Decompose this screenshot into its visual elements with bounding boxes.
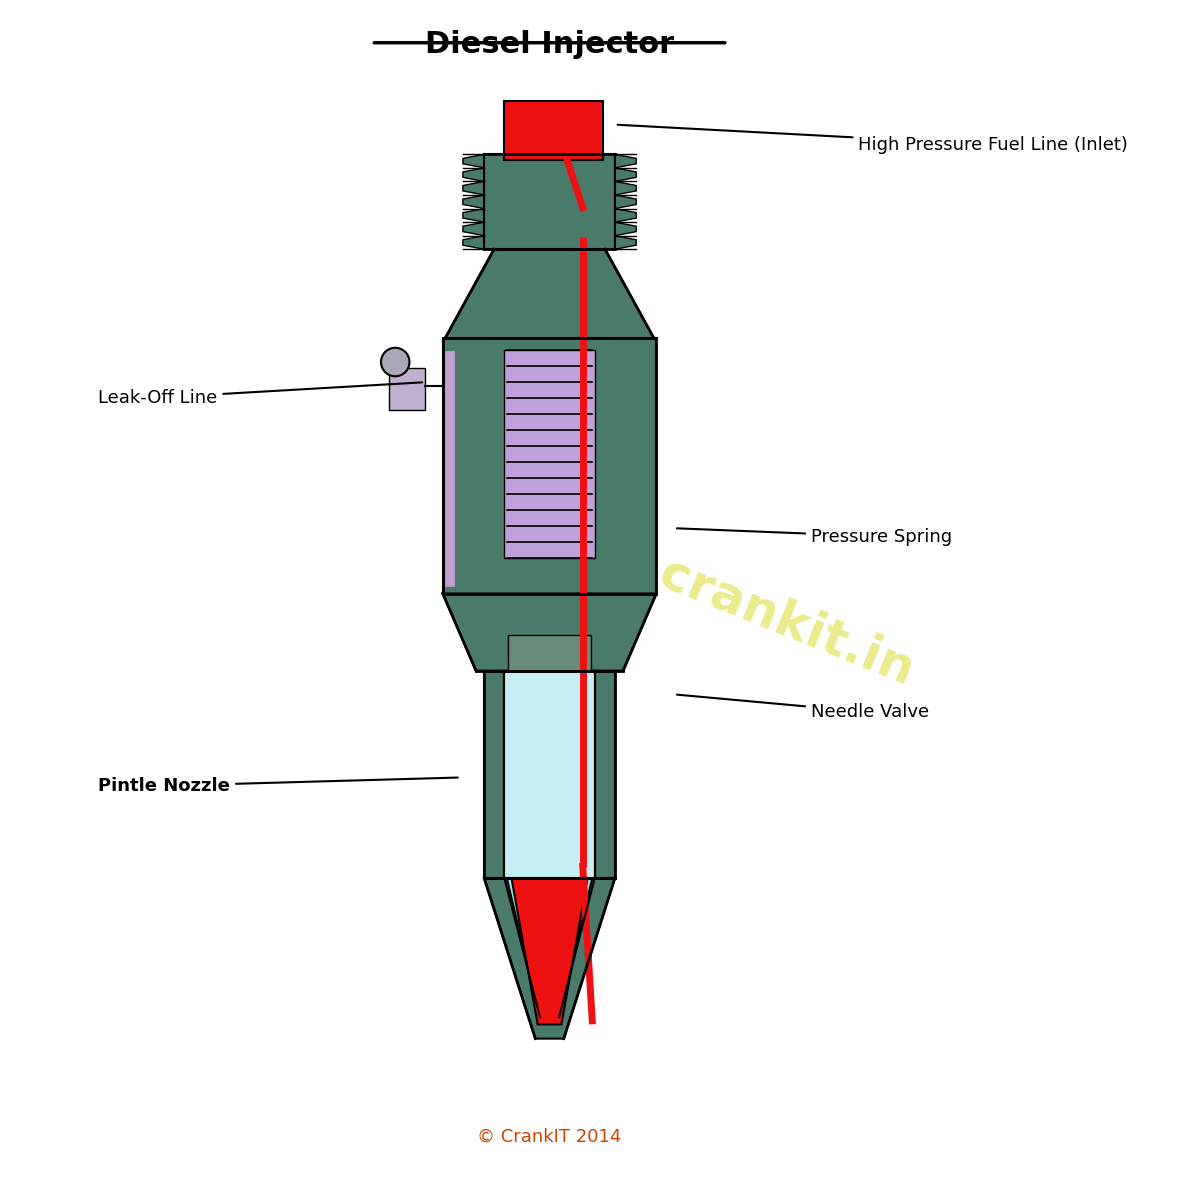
Text: Leak-Off Line: Leak-Off Line [98, 382, 422, 407]
Polygon shape [511, 878, 588, 1024]
Text: © CrankIT 2014: © CrankIT 2014 [478, 1128, 622, 1147]
Polygon shape [463, 167, 485, 182]
Polygon shape [463, 222, 485, 236]
Text: Pintle Nozzle: Pintle Nozzle [98, 776, 457, 795]
Polygon shape [614, 209, 636, 222]
Polygon shape [508, 635, 592, 671]
Polygon shape [485, 154, 614, 249]
Polygon shape [443, 594, 656, 671]
Text: High Pressure Fuel Line (Inlet): High Pressure Fuel Line (Inlet) [618, 125, 1128, 154]
Polygon shape [463, 182, 485, 195]
Polygon shape [485, 671, 504, 878]
Polygon shape [506, 878, 593, 1017]
Polygon shape [463, 154, 485, 167]
Polygon shape [614, 195, 636, 209]
Polygon shape [614, 167, 636, 182]
Polygon shape [614, 154, 636, 167]
Polygon shape [389, 368, 425, 410]
Polygon shape [614, 182, 636, 195]
Polygon shape [463, 236, 485, 249]
Circle shape [380, 348, 409, 376]
Text: Diesel Injector: Diesel Injector [425, 30, 674, 58]
Polygon shape [445, 249, 654, 338]
Polygon shape [504, 671, 595, 878]
Polygon shape [614, 222, 636, 236]
Text: www.crankit.in: www.crankit.in [510, 491, 922, 696]
Polygon shape [485, 878, 614, 1039]
Polygon shape [463, 195, 485, 209]
Text: Needle Valve: Needle Valve [677, 694, 929, 722]
Text: Pressure Spring: Pressure Spring [677, 527, 952, 546]
Polygon shape [504, 101, 602, 160]
Polygon shape [595, 671, 614, 878]
Polygon shape [504, 350, 595, 558]
Polygon shape [463, 209, 485, 222]
Polygon shape [443, 338, 656, 594]
Polygon shape [614, 236, 636, 249]
